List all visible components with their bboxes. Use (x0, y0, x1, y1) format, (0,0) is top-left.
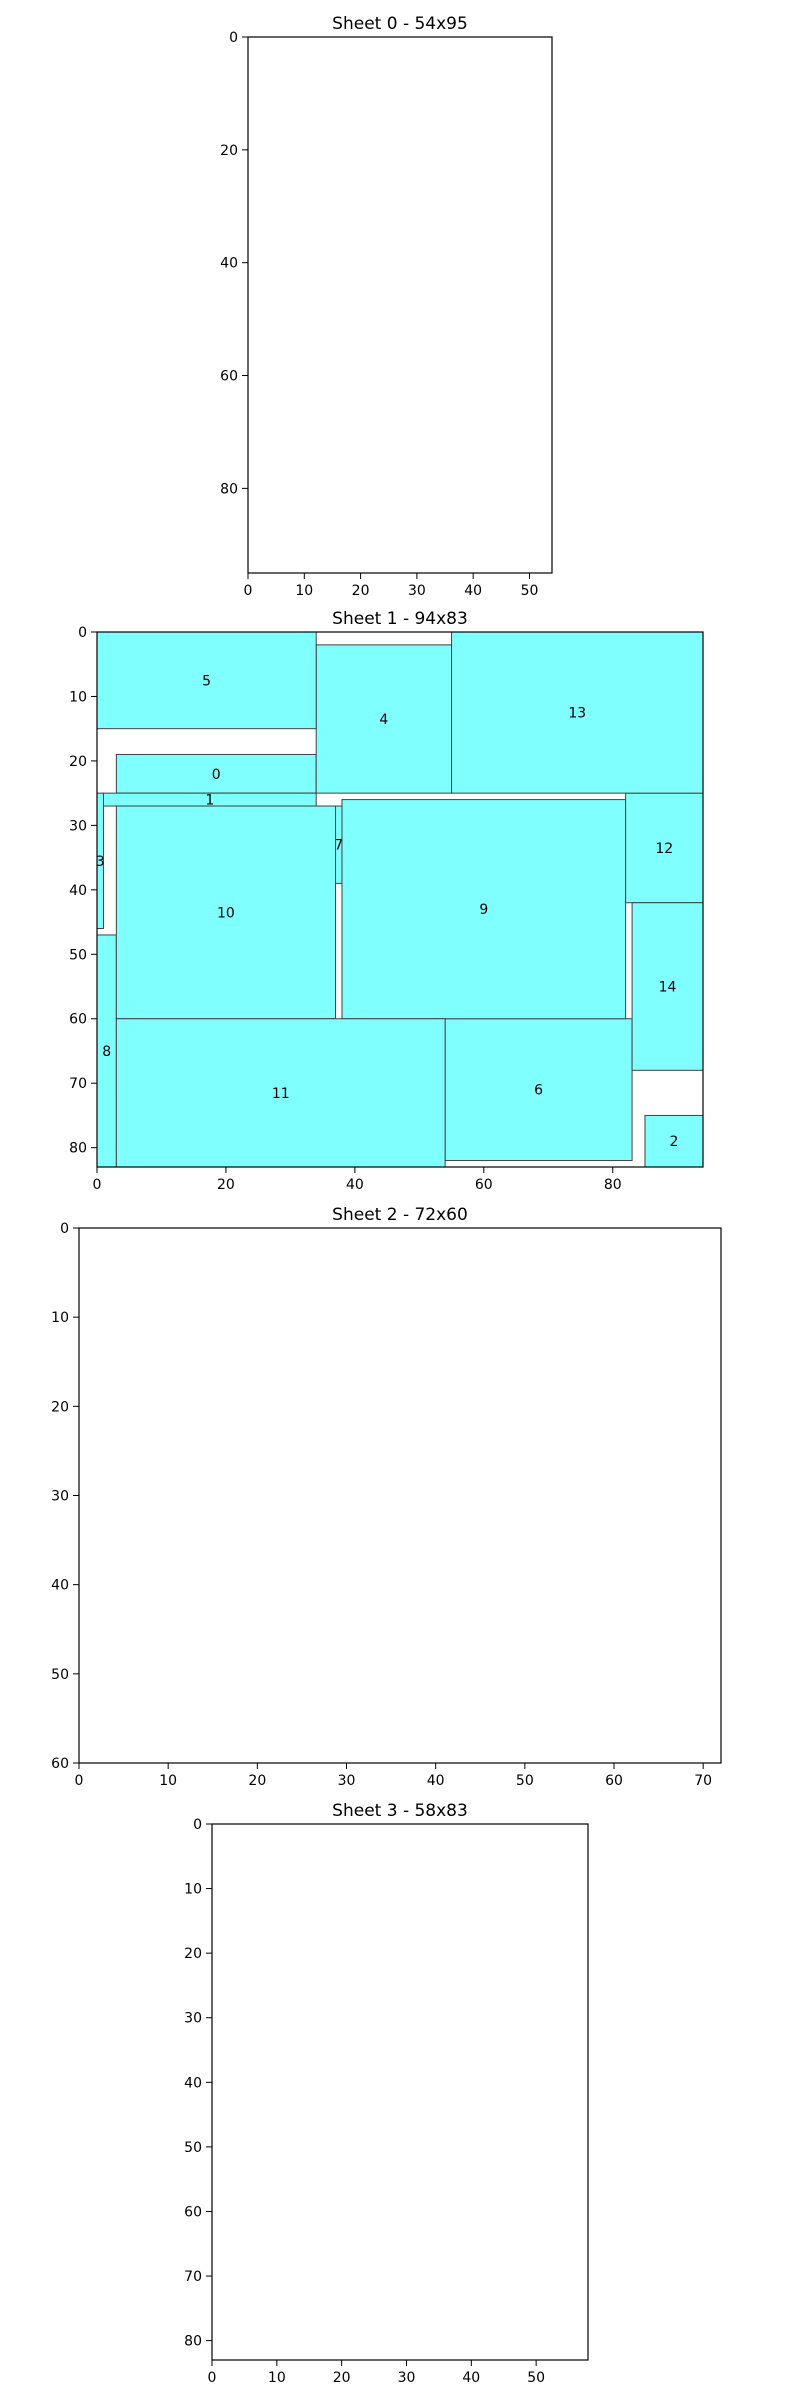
chart-title: Sheet 3 - 58x83 (332, 1801, 468, 1821)
x-tick-label: 20 (248, 1773, 266, 1789)
piece-rect (115, 753, 317, 794)
axes-frame (247, 36, 553, 574)
piece-label: 9 (479, 902, 488, 918)
x-tick-label: 40 (427, 1773, 445, 1789)
x-tick-label: 50 (527, 2370, 545, 2386)
y-tick-label: 0 (60, 1221, 69, 1237)
y-tick-label: 10 (51, 1310, 69, 1326)
axes-frame (211, 1823, 589, 2361)
y-tick-label: 40 (51, 1578, 69, 1594)
x-tick-label: 10 (295, 583, 313, 599)
y-tick-label: 80 (220, 481, 238, 497)
y-tick-label: 60 (51, 1756, 69, 1772)
x-tick-label: 60 (475, 1177, 493, 1193)
piece-label: 7 (334, 838, 343, 854)
axes-frame (96, 631, 704, 1168)
x-tick-label: 30 (398, 2370, 416, 2386)
y-tick-label: 40 (184, 2075, 202, 2091)
y-tick-label: 50 (51, 1667, 69, 1683)
piece-rect (341, 799, 627, 1020)
piece-label: 3 (96, 854, 105, 870)
x-tick-label: 0 (93, 1177, 102, 1193)
piece-rect (315, 644, 453, 794)
y-tick-label: 0 (78, 625, 87, 641)
y-tick-label: 30 (184, 2011, 202, 2027)
piece-label: 10 (217, 905, 235, 921)
y-tick-label: 0 (229, 30, 238, 46)
y-tick-label: 50 (184, 2140, 202, 2156)
x-tick-label: 70 (694, 1773, 712, 1789)
piece-label: 5 (202, 673, 211, 689)
y-tick-label: 70 (69, 1076, 87, 1092)
y-tick-label: 80 (184, 2334, 202, 2350)
piece-label: 13 (568, 706, 586, 722)
x-tick-label: 30 (338, 1773, 356, 1789)
y-tick-label: 20 (220, 143, 238, 159)
y-tick-label: 10 (184, 1882, 202, 1898)
y-tick-label: 60 (69, 1012, 87, 1028)
y-tick-label: 40 (69, 883, 87, 899)
chart-title: Sheet 2 - 72x60 (332, 1205, 468, 1225)
x-tick-label: 0 (208, 2370, 217, 2386)
x-tick-label: 40 (464, 583, 482, 599)
y-tick-label: 60 (184, 2204, 202, 2220)
y-tick-label: 20 (51, 1399, 69, 1415)
sheet-3-plot: Sheet 3 - 58x83 0 10 20 30 40 50 0 10 20 30 40 50 60 7… (184, 1801, 589, 2386)
x-tick-label: 20 (333, 2370, 351, 2386)
x-tick-label: 40 (462, 2370, 480, 2386)
piece-label: 11 (272, 1086, 290, 1102)
piece-label: 2 (670, 1134, 679, 1150)
x-tick-label: 40 (346, 1177, 364, 1193)
y-tick-label: 80 (69, 1141, 87, 1157)
y-tick-label: 50 (69, 947, 87, 963)
x-tick-label: 10 (268, 2370, 286, 2386)
piece-label: 0 (212, 767, 221, 783)
piece-label: 4 (379, 712, 388, 728)
y-tick-label: 20 (184, 1946, 202, 1962)
piece-label: 1 (205, 793, 214, 809)
piece-label: 6 (534, 1083, 543, 1099)
piece-rect (451, 631, 704, 794)
x-tick-label: 80 (604, 1177, 622, 1193)
y-tick-label: 10 (69, 689, 87, 705)
x-tick-label: 20 (352, 583, 370, 599)
sheet-2-plot: Sheet 2 - 72x60 0 10 20 30 40 50 60 70 0 10 20 30 40 5… (51, 1205, 722, 1789)
y-tick-label: 20 (69, 754, 87, 770)
piece-label: 8 (102, 1044, 111, 1060)
chart-title: Sheet 0 - 54x95 (332, 14, 468, 34)
sheet-0-plot: Sheet 0 - 54x95 0 10 20 30 40 50 0 20 40 60 80 (220, 14, 553, 599)
x-tick-label: 60 (605, 1773, 623, 1789)
x-tick-label: 10 (159, 1773, 177, 1789)
x-tick-label: 50 (516, 1773, 534, 1789)
x-tick-label: 0 (75, 1773, 84, 1789)
piece-label: 12 (655, 841, 673, 857)
x-tick-label: 30 (408, 583, 426, 599)
piece-label: 14 (659, 980, 677, 996)
piece-rect (96, 631, 317, 730)
x-tick-label: 50 (521, 583, 539, 599)
y-tick-label: 70 (184, 2269, 202, 2285)
piece-rect (444, 1018, 633, 1162)
y-tick-label: 40 (220, 256, 238, 272)
y-tick-label: 60 (220, 369, 238, 385)
y-tick-label: 30 (69, 818, 87, 834)
chart-title: Sheet 1 - 94x83 (332, 609, 468, 629)
y-tick-label: 30 (51, 1489, 69, 1505)
y-tick-label: 0 (193, 1817, 202, 1833)
x-tick-label: 20 (217, 1177, 235, 1193)
axes-frame (78, 1227, 722, 1764)
piece-rect (115, 1018, 446, 1168)
x-tick-label: 0 (244, 583, 253, 599)
piece-rect (115, 805, 337, 1020)
